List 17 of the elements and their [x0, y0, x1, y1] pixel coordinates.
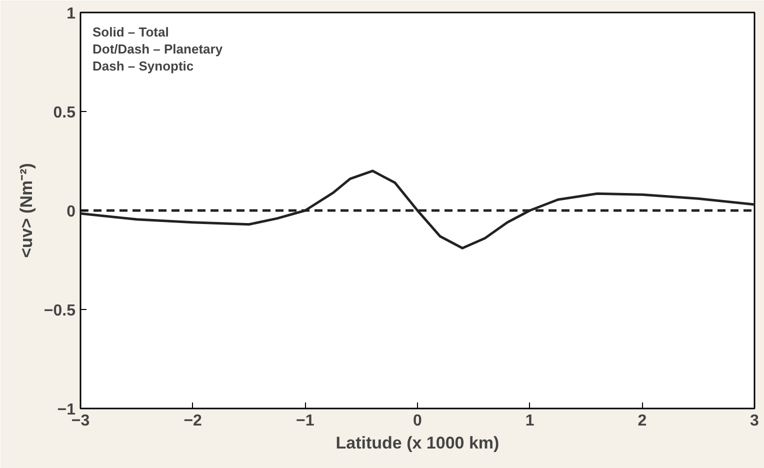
y-tick-label: 1 — [66, 6, 76, 22]
x-tick-label: −2 — [184, 412, 202, 430]
y-tick-label: 0.5 — [53, 104, 76, 122]
y-tick-label: 0 — [66, 204, 76, 220]
y-tick-label: −0.5 — [44, 302, 76, 320]
x-tick-label: 3 — [750, 412, 760, 430]
x-tick-label: 0 — [413, 412, 422, 430]
y-tick-label: −1 — [57, 402, 76, 418]
annotation: Solid – Total — [92, 24, 169, 40]
y-axis-title: <uv> (Nm⁻²) — [16, 163, 36, 258]
annotation: Dot/Dash – Planetary — [92, 42, 224, 56]
x-tick-label: 1 — [525, 412, 534, 430]
line-series — [80, 170, 754, 250]
x-axis-title: Latitude (x 1000 km) — [336, 434, 500, 452]
x-tick-label: −1 — [296, 412, 314, 430]
annotation: Dash – Synoptic — [92, 58, 194, 74]
x-tick-label: 2 — [638, 412, 647, 430]
